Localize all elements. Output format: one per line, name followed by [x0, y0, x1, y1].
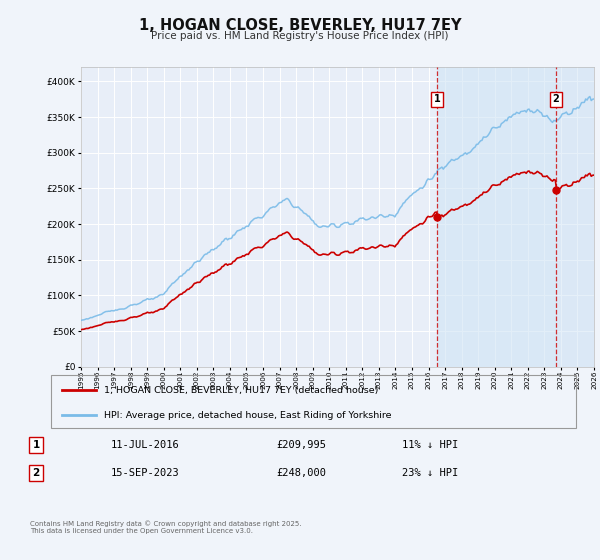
Bar — [556, 67, 594, 367]
Text: 2: 2 — [32, 468, 40, 478]
Text: 1, HOGAN CLOSE, BEVERLEY, HU17 7EY: 1, HOGAN CLOSE, BEVERLEY, HU17 7EY — [139, 18, 461, 33]
Text: Contains HM Land Registry data © Crown copyright and database right 2025.
This d: Contains HM Land Registry data © Crown c… — [30, 521, 302, 534]
Text: Price paid vs. HM Land Registry's House Price Index (HPI): Price paid vs. HM Land Registry's House … — [151, 31, 449, 41]
Text: 11-JUL-2016: 11-JUL-2016 — [111, 440, 180, 450]
Text: 1: 1 — [32, 440, 40, 450]
Text: 2: 2 — [553, 94, 559, 104]
Text: 1, HOGAN CLOSE, BEVERLEY, HU17 7EY (detached house): 1, HOGAN CLOSE, BEVERLEY, HU17 7EY (deta… — [104, 386, 378, 395]
Text: 15-SEP-2023: 15-SEP-2023 — [111, 468, 180, 478]
Text: £209,995: £209,995 — [276, 440, 326, 450]
Text: 11% ↓ HPI: 11% ↓ HPI — [402, 440, 458, 450]
Text: 23% ↓ HPI: 23% ↓ HPI — [402, 468, 458, 478]
Text: £248,000: £248,000 — [276, 468, 326, 478]
Text: HPI: Average price, detached house, East Riding of Yorkshire: HPI: Average price, detached house, East… — [104, 410, 391, 419]
Bar — [437, 67, 556, 367]
Text: 1: 1 — [434, 94, 440, 104]
